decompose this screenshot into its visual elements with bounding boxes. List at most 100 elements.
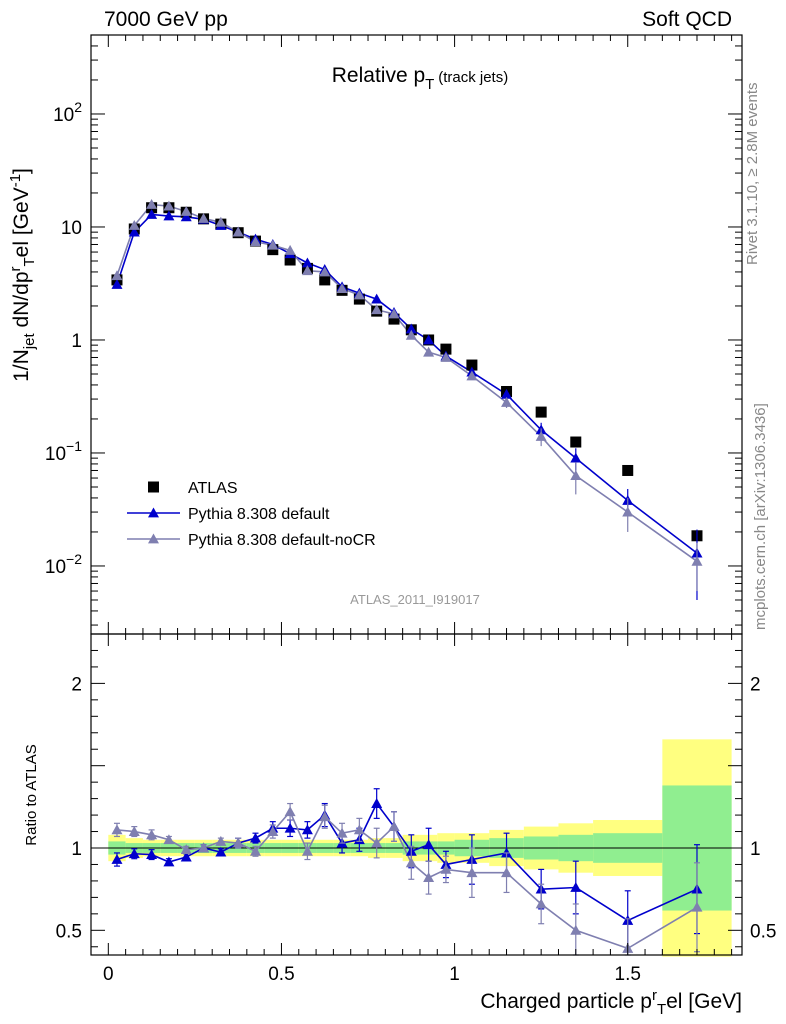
data-point-triangle — [336, 283, 348, 293]
data-point-triangle — [535, 430, 547, 441]
ratio-y-tick-label: 0.5 — [56, 921, 82, 942]
ratio-point-triangle — [440, 863, 452, 874]
ratio-point-triangle — [371, 837, 383, 848]
ratio-y-tick-label-right: 0.5 — [750, 921, 776, 942]
ratio-point-triangle — [198, 842, 210, 853]
data-point-triangle — [371, 304, 383, 315]
axis-ticks: 0 0.5 1 1.5 102 10 1 10−1 10−2 2 2 1 1 0.5 0.5 — [45, 34, 776, 985]
data-point-triangle — [267, 239, 279, 250]
data-point-triangle — [570, 452, 582, 463]
ratio-point-triangle — [371, 798, 383, 808]
ratio-point-triangle — [336, 827, 348, 838]
y-tick-label: 10−1 — [45, 438, 82, 465]
data-point-triangle — [198, 212, 210, 223]
data-point-triangle — [180, 211, 192, 222]
ratio-point-triangle — [128, 826, 140, 836]
ratio-point-triangle — [267, 826, 279, 836]
ratio-point-triangle — [215, 846, 227, 857]
data-point-square — [388, 313, 400, 325]
header-energy-label: 7000 GeV pp — [104, 8, 228, 31]
ratio-point-triangle — [249, 832, 261, 843]
x-tick-label: 0.5 — [268, 964, 294, 985]
ratio-point-triangle — [570, 924, 582, 935]
data-point-triangle — [388, 308, 400, 319]
data-point-triangle — [405, 329, 417, 340]
data-point-square — [535, 406, 547, 418]
ratio-point-triangle — [466, 867, 478, 878]
y-tick-label: 102 — [53, 99, 82, 126]
data-point-triangle — [353, 289, 365, 300]
data-point-square — [284, 254, 296, 266]
data-point-triangle — [423, 334, 435, 345]
ratio-point-triangle — [301, 845, 313, 856]
y-axis-label: 1/Njet dN/dprTel [GeV-1] — [7, 168, 38, 382]
ratio-point-triangle — [249, 845, 261, 856]
ratio-point-triangle — [215, 835, 227, 846]
data-point-triangle — [691, 555, 703, 566]
x-tick-label: 0 — [103, 964, 114, 985]
ratio-point-triangle — [146, 849, 158, 859]
ratio-point-triangle — [535, 898, 547, 909]
data-point-triangle — [466, 370, 478, 381]
ratio-point-triangle — [232, 837, 244, 848]
data-point-square — [267, 244, 279, 256]
ratio-point-triangle — [423, 872, 435, 883]
data-point-triangle — [215, 216, 227, 227]
plot-frames — [90, 34, 743, 956]
x-tick-label: 1.5 — [615, 964, 641, 985]
data-point-triangle — [111, 270, 123, 281]
y-tick-label: 10 — [61, 218, 82, 239]
ratio-y-tick-label: 1 — [71, 839, 82, 860]
ratio-series-line — [116, 802, 698, 922]
data-point-square — [622, 464, 634, 476]
data-point-triangle — [111, 278, 123, 289]
data-point-triangle — [249, 236, 261, 247]
series-line — [116, 213, 698, 554]
y-tick-label: 1 — [71, 331, 82, 352]
ratio-point-triangle — [319, 811, 331, 822]
data-point-triangle — [501, 388, 513, 399]
legend-marker-triangle — [148, 533, 159, 544]
data-point-triangle — [501, 396, 513, 407]
legend-marker-triangle — [148, 507, 159, 518]
data-point-triangle — [232, 226, 244, 237]
ratio-y-axis-label: Ratio to ATLAS — [23, 744, 40, 845]
ratio-point-triangle — [111, 824, 123, 835]
ratio-uncertainty-bands — [91, 739, 742, 957]
ratio-point-triangle — [423, 839, 435, 850]
ratio-point-triangle — [180, 851, 192, 862]
data-point-triangle — [301, 257, 313, 268]
data-point-square — [570, 436, 582, 448]
data-point-triangle — [128, 226, 140, 237]
ratio-point-triangle — [501, 867, 513, 878]
ratio-point-triangle — [128, 848, 140, 859]
data-point-triangle — [405, 323, 417, 334]
data-point-triangle — [146, 208, 158, 219]
legend-label: Pythia 8.308 default-noCR — [188, 532, 376, 549]
ratio-point-triangle — [353, 824, 365, 835]
ratio-y-tick-label: 2 — [71, 674, 82, 695]
legend: ATLAS Pythia 8.308 default Pythia 8.308 de… — [127, 480, 376, 549]
data-point-triangle — [163, 200, 175, 211]
data-point-triangle — [163, 210, 175, 221]
ratio-y-tick-label-right: 2 — [750, 674, 761, 695]
ratio-point-triangle — [301, 824, 313, 835]
data-point-triangle — [371, 293, 383, 304]
ratio-point-triangle — [163, 834, 175, 845]
data-point-triangle — [180, 206, 192, 216]
chart-title: Relative pT (track jets) — [332, 64, 508, 93]
ratio-y-tick-label-right: 1 — [750, 839, 761, 860]
ratio-point-triangle — [388, 821, 400, 831]
ratio-point-triangle — [111, 854, 123, 864]
data-point-square — [319, 274, 331, 286]
legend-label: Pythia 8.308 default — [188, 506, 330, 523]
data-point-triangle — [128, 220, 140, 230]
data-markers — [111, 199, 703, 956]
data-point-triangle — [622, 506, 634, 517]
analysis-id-label: ATLAS_2011_I919017 — [350, 592, 480, 607]
x-axis-label: Charged particle prTel [GeV] — [480, 987, 742, 1018]
ratio-point-triangle — [180, 844, 192, 855]
ratio-point-triangle — [146, 829, 158, 840]
data-point-triangle — [284, 244, 296, 255]
